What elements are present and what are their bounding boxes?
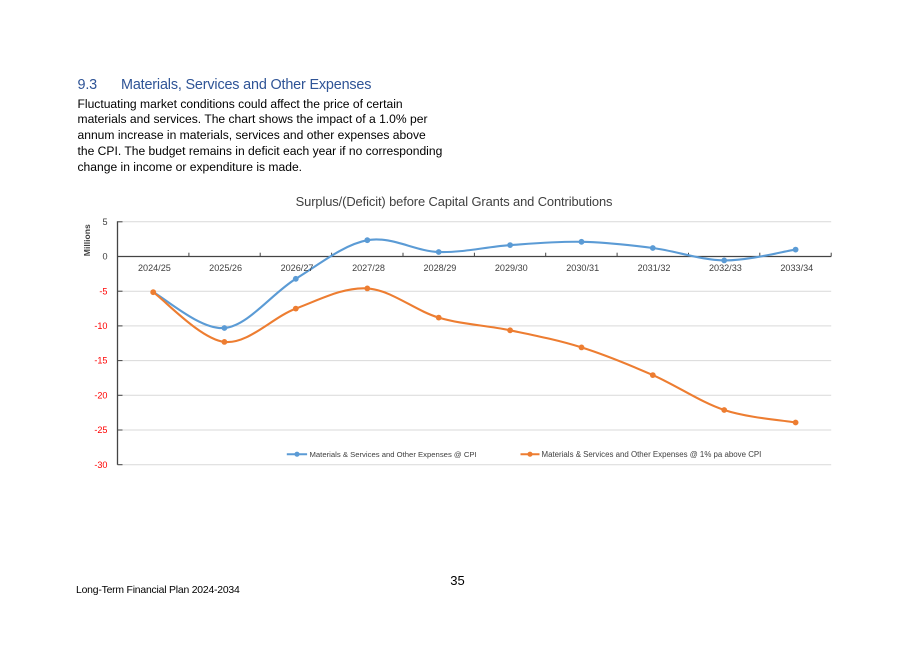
svg-text:2033/34: 2033/34: [780, 263, 813, 273]
svg-text:2026/27: 2026/27: [281, 263, 314, 273]
svg-text:-20: -20: [94, 390, 107, 400]
svg-text:-5: -5: [99, 286, 107, 296]
svg-text:Materials & Services and Other: Materials & Services and Other Expenses …: [542, 450, 762, 459]
svg-text:2029/30: 2029/30: [495, 263, 528, 273]
svg-text:-30: -30: [94, 460, 107, 470]
svg-text:5: 5: [102, 217, 107, 227]
svg-text:2027/28: 2027/28: [352, 263, 385, 273]
svg-text:Millions: Millions: [82, 224, 92, 256]
svg-text:-10: -10: [94, 321, 107, 331]
svg-text:2030/31: 2030/31: [566, 263, 599, 273]
svg-text:2024/25: 2024/25: [138, 263, 171, 273]
svg-text:2032/33: 2032/33: [709, 263, 742, 273]
svg-text:2031/32: 2031/32: [638, 263, 671, 273]
svg-text:Materials & Services and Other: Materials & Services and Other Expenses …: [310, 450, 477, 459]
svg-text:-15: -15: [94, 356, 107, 366]
svg-text:-25: -25: [94, 425, 107, 435]
svg-text:2025/26: 2025/26: [209, 263, 242, 273]
svg-text:Surplus/(Deficit) before Capit: Surplus/(Deficit) before Capital Grants …: [296, 194, 613, 209]
svg-text:0: 0: [102, 252, 107, 262]
svg-text:2028/29: 2028/29: [423, 263, 456, 273]
